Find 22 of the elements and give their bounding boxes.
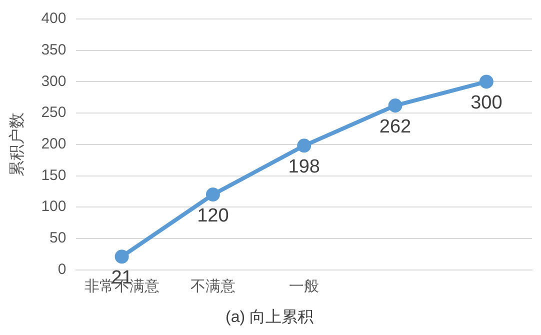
- x-tick-label: 不满意: [190, 278, 236, 295]
- data-label: 198: [288, 156, 320, 178]
- data-label: 120: [197, 205, 229, 226]
- text: (a) 向上累积: [226, 308, 314, 326]
- point: [206, 188, 220, 202]
- data-label: 300: [470, 92, 502, 114]
- data-label: 262: [379, 116, 412, 138]
- point: [114, 250, 129, 264]
- point: [479, 74, 494, 89]
- point: [388, 98, 402, 113]
- y-tick-label: 400: [41, 10, 66, 28]
- x-tick-label: 一般: [289, 278, 320, 295]
- y-axis-title: 累积户数: [8, 112, 26, 176]
- y-tick-label: 350: [41, 41, 66, 58]
- y-tick-label: 50: [50, 230, 66, 247]
- y-tick-label: 100: [41, 198, 66, 216]
- y-tick-label: 0: [58, 260, 66, 278]
- y-tick-label: 300: [41, 72, 66, 90]
- y-tick-label: 200: [41, 136, 66, 153]
- point: [297, 138, 312, 153]
- y-tick-label: 150: [41, 166, 66, 184]
- y-tick-label: 250: [41, 104, 66, 122]
